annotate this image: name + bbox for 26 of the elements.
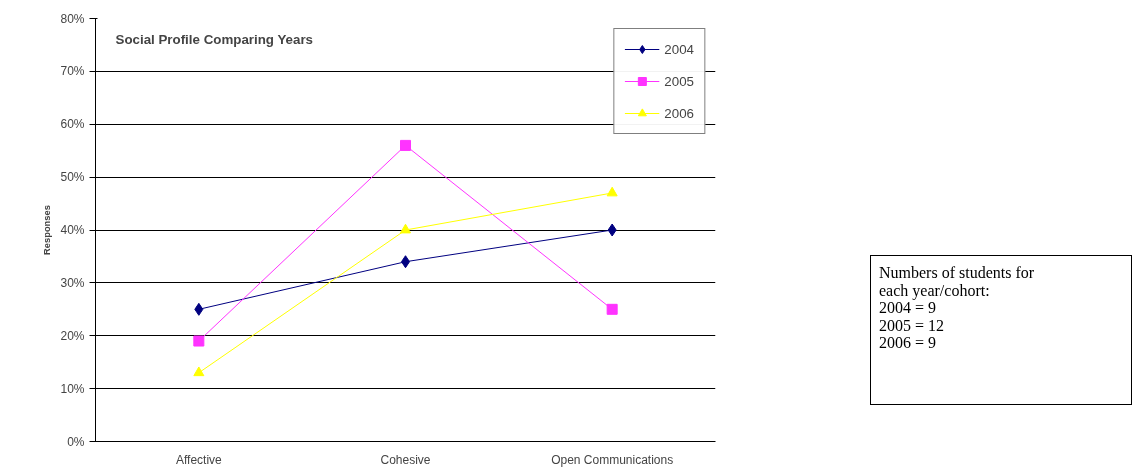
y-tick-label: 50% (60, 170, 85, 185)
y-tick-label: 80% (60, 11, 85, 26)
y-tick-label: 0% (67, 434, 85, 449)
point (400, 223, 411, 234)
x-tick-label: Affective (175, 452, 223, 467)
legend-label: 2006 (664, 105, 694, 121)
x-tick-label: Open Communications (551, 452, 674, 467)
text: Social Profile Comparing Years (115, 31, 314, 47)
legend-label: 2004 (664, 41, 694, 57)
y-tick-label: 40% (60, 223, 85, 237)
point (193, 366, 205, 377)
y-tick-label: 10% (60, 381, 85, 396)
legend-label: 2005 (664, 73, 694, 89)
y-tick-label: 60% (60, 117, 85, 132)
y-tick-label: 20% (60, 328, 85, 343)
point (194, 302, 204, 316)
text: Numbers of students for each year/cohort: 2004 = 9 2005 = 12 2006 = 9 (879, 264, 1035, 352)
y-tick-label: 70% (60, 64, 85, 79)
x-tick-label: Cohesive (380, 452, 431, 467)
point (400, 139, 411, 151)
point (607, 223, 617, 237)
point (606, 303, 618, 315)
point (606, 186, 618, 197)
y-axis-title: Responses (42, 205, 53, 255)
y-tick-label: 30% (60, 275, 85, 290)
point (193, 335, 205, 347)
